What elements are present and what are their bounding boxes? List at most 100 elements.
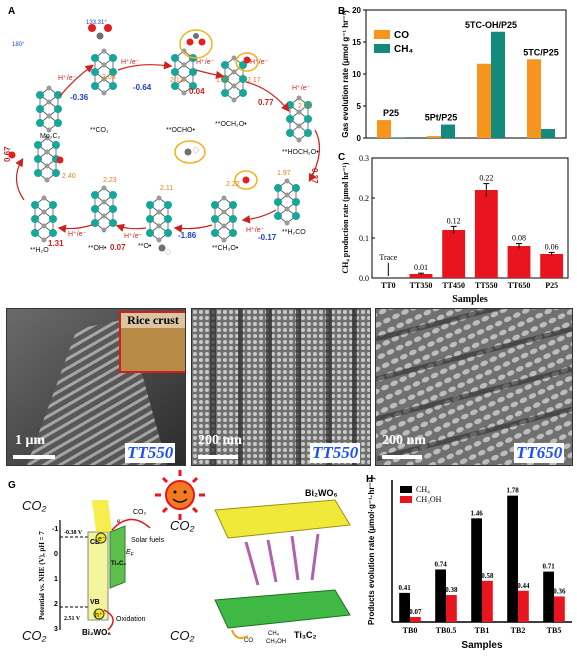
hole-label: h⁺ [95, 612, 103, 619]
species-label: **O• [138, 243, 152, 250]
rice-crust-inset-label: Rice crust [121, 313, 185, 328]
bar-ch4 [399, 592, 410, 622]
solar-fuels-label: Solar fuels [131, 537, 165, 544]
energy-label-blue-1: -0.36 [70, 93, 89, 102]
ti3c2-layer-label: Ti₃C₂ [294, 630, 317, 640]
y-tick-label: 15 [352, 38, 361, 47]
step-label: H⁺/e⁻ [292, 85, 311, 92]
bar-ch3oh [482, 580, 493, 622]
x-tick-label: TT550 [475, 281, 498, 290]
x-tick-label: TB5 [547, 626, 562, 635]
panel-g: G CO₂ CO₂ CO₂ CO₂ Potential vs. NHE (V),… [0, 470, 360, 651]
co2-label: CO₂ [22, 628, 47, 643]
y-tick-label: 20 [352, 6, 361, 15]
co-product-label: CO [244, 638, 253, 644]
electron-label: e⁻ [117, 519, 124, 525]
substrate-label: Mo₂C₂ [40, 133, 60, 140]
species-label: **OCH₂O• [215, 121, 247, 128]
data-label: 0.07 [409, 608, 422, 616]
x-axis-label: Samples [461, 640, 503, 651]
step-label: H⁺/e⁻ [196, 59, 215, 66]
x-tick-label: TB0 [403, 626, 418, 635]
bar [474, 190, 498, 278]
fermi-level-label: EF [126, 549, 135, 558]
tick-label: 0 [54, 551, 58, 558]
vb-potential-label: 2.51 V [64, 616, 81, 622]
x-tick-label: P25 [545, 281, 558, 290]
bond-label: 2.23 [103, 177, 117, 184]
co2-label: CO₂ [22, 498, 47, 513]
step-label: H⁺/e⁻ [68, 231, 87, 238]
band-structure-schematic: CO₂ CO₂ CO₂ CO₂ Potential vs. NHE (V), p… [22, 470, 351, 645]
y-tick-label: 0.1 [359, 234, 369, 243]
scale-bar [382, 455, 422, 459]
data-label: 0.58 [481, 572, 494, 580]
panel-c: C 0.0 0.1 0.2 0.3 CH₄ production rate (μmol … [336, 150, 577, 305]
electron-label: e⁻ [98, 536, 106, 543]
energy-label-5: 1.31 [48, 239, 64, 248]
bar-ch3oh [446, 595, 457, 622]
co2-label: CO₂ [170, 628, 195, 643]
plot-frame [371, 157, 569, 279]
species-label: **OH• [88, 245, 107, 252]
cb-potential-label: -0.38 V [64, 530, 83, 536]
y-tick-label: 10 [352, 70, 361, 79]
legend-label: CO [394, 30, 409, 41]
x-tick-label: TT450 [442, 281, 465, 290]
legend-swatch [374, 44, 390, 53]
bar-ch4 [491, 31, 505, 138]
sem-image-tt550-high-mag: 200 nm TT550 [191, 308, 371, 466]
x-tick-label: TB0.5 [436, 626, 457, 635]
energy-label-6: 0.67 [3, 146, 12, 162]
bar-ch3oh [410, 617, 421, 622]
bar-ch4 [471, 518, 482, 622]
energy-label-blue-2: -0.64 [133, 83, 152, 92]
y-tick-label: 0.3 [359, 154, 369, 163]
sun-icon [155, 470, 205, 520]
bar [409, 274, 433, 278]
products-evolution-chart: Products evolution rate (μmol·g⁻¹·hr⁻¹) S… [367, 477, 572, 651]
panel-c-label: C [338, 152, 346, 163]
potential-axis-label: Potential vs. NHE (V), pH = 7 [38, 531, 46, 620]
data-label: 0.36 [553, 587, 566, 595]
y-axis-label: CH₄ production rate (μmol hr⁻¹) [341, 162, 350, 274]
data-label: 0.06 [545, 242, 559, 251]
legend-swatch [400, 496, 412, 503]
tick-label: 3 [54, 626, 58, 633]
bar-ch3oh [518, 590, 529, 622]
bond-label: 2.22 [226, 181, 240, 188]
step-label: H⁺/e⁻ [246, 227, 265, 234]
energy-label-blue-4: -1.86 [178, 231, 197, 240]
data-label: 0.12 [447, 216, 461, 225]
legend-label: CH₄ [394, 44, 413, 55]
scale-label: 200 nm [198, 433, 242, 448]
sem-image-tt650: 200 nm TT650 [375, 308, 573, 466]
data-label: 0.41 [398, 584, 411, 592]
bond-label: 2.17 [247, 77, 261, 84]
species-label: **HOCH₂O• [282, 149, 319, 156]
reaction-pathway-diagram: 0.04 0.77 0.37 0.07 1.31 0.67 -0.36 -0.6… [3, 20, 321, 255]
data-label: 0.44 [517, 582, 530, 590]
energy-label-2: 0.77 [258, 98, 274, 107]
bar-co [427, 136, 441, 138]
panel-h-label: H [366, 474, 374, 485]
step-label: H⁺/e⁻ [124, 233, 143, 240]
step-label: H⁺/e⁻ [121, 59, 140, 66]
y-tick-label: 5 [357, 102, 362, 111]
ch4-production-chart: 0.0 0.1 0.2 0.3 CH₄ production rate (μmol hr… [341, 154, 569, 305]
legend-swatch [374, 30, 390, 39]
angle-label: 180° [12, 42, 25, 48]
panel-a: A [0, 0, 335, 290]
y-tick-label: 0 [357, 134, 362, 143]
data-label: 0.01 [414, 263, 428, 272]
category-label: 5TC-OH/P25 [465, 20, 517, 30]
bar [442, 230, 466, 278]
co2-reactant-label: CO₂ [133, 509, 147, 516]
x-tick-label: TB2 [511, 626, 526, 635]
x-tick-label: TB1 [475, 626, 490, 635]
scale-label: 200 nm [382, 433, 426, 448]
panel-a-label: A [8, 6, 16, 17]
bi2wo6-label: Bi₂WO₆ [82, 628, 111, 637]
bar-ch4 [541, 129, 555, 138]
